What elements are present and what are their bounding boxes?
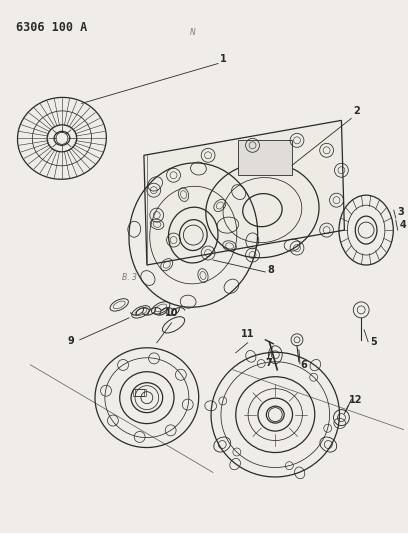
Text: 7: 7 xyxy=(265,358,272,368)
Text: 10: 10 xyxy=(165,308,178,318)
Text: 2: 2 xyxy=(353,107,360,116)
Text: 8: 8 xyxy=(267,265,274,275)
Text: 3: 3 xyxy=(398,207,404,217)
Text: 5: 5 xyxy=(370,337,377,347)
Text: 4: 4 xyxy=(400,220,406,230)
Polygon shape xyxy=(144,120,344,265)
Text: 12: 12 xyxy=(349,394,363,405)
Text: 1: 1 xyxy=(220,53,227,63)
Text: 6: 6 xyxy=(300,360,307,370)
Text: 9: 9 xyxy=(68,336,75,346)
FancyBboxPatch shape xyxy=(238,140,292,175)
Text: 11: 11 xyxy=(241,329,254,339)
Text: N: N xyxy=(190,28,196,37)
Text: 6306 100 A: 6306 100 A xyxy=(16,21,88,34)
Text: B. 3: B. 3 xyxy=(122,273,136,282)
